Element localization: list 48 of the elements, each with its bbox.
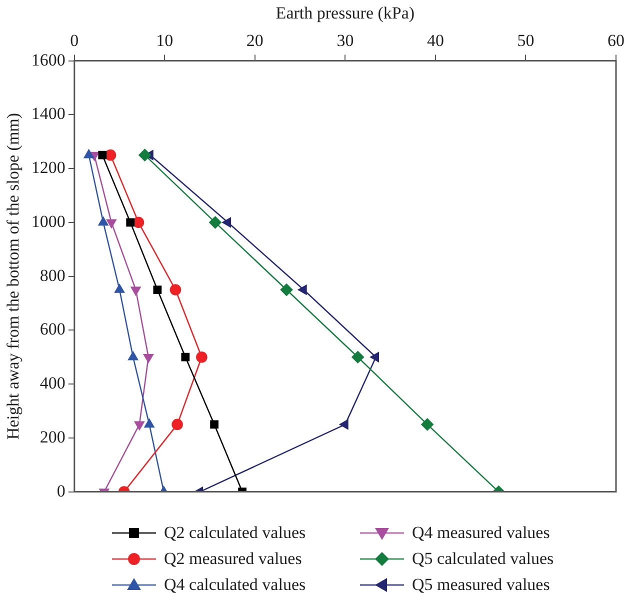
point <box>114 284 125 293</box>
point <box>143 354 154 363</box>
point <box>421 418 434 431</box>
point <box>210 420 218 429</box>
point <box>153 286 162 294</box>
point <box>138 148 151 162</box>
legend-label: Q2 measured values <box>164 549 302 569</box>
x-tick-label: 0 <box>70 31 79 50</box>
legend-label: Q5 calculated values <box>412 549 554 569</box>
x-tick-label: 20 <box>246 31 264 50</box>
point <box>98 150 107 160</box>
x-tick-label: 40 <box>426 31 444 50</box>
point <box>128 351 138 360</box>
point <box>280 284 293 296</box>
y-tick-label: 400 <box>40 374 66 393</box>
point <box>298 284 307 295</box>
y-tick-label: 800 <box>40 266 66 285</box>
point <box>170 284 182 296</box>
point <box>181 352 190 362</box>
y-tick-label: 200 <box>40 427 66 446</box>
legend-label: Q4 measured values <box>412 523 550 543</box>
x-tick-label: 10 <box>156 31 174 50</box>
point <box>370 352 380 362</box>
point <box>144 418 154 428</box>
point <box>209 216 222 229</box>
point <box>352 350 364 364</box>
y-tick-label: 1200 <box>31 158 66 178</box>
point <box>340 419 348 430</box>
y-tick-label: 1600 <box>31 50 66 70</box>
point <box>130 286 141 296</box>
x-tick-label: 50 <box>517 31 534 50</box>
y-tick-label: 1000 <box>31 212 66 231</box>
y-axis-title: Height away from the bottom of the slope (mm) <box>4 112 23 440</box>
point <box>98 216 108 226</box>
x-tick-label: 60 <box>608 31 624 50</box>
legend-label: Q5 measured values <box>412 575 550 595</box>
point <box>222 217 232 228</box>
x-axis-title: Earth pressure (kPa) <box>276 4 415 23</box>
point <box>126 218 135 227</box>
legend-label: Q4 calculated values <box>164 575 306 595</box>
point <box>196 351 208 363</box>
point <box>106 219 116 228</box>
y-tick-label: 1400 <box>31 104 66 124</box>
legend-label: Q2 calculated values <box>164 523 306 543</box>
y-tick-label: 0 <box>56 481 66 500</box>
point <box>172 418 183 430</box>
x-tick-label: 30 <box>336 31 354 50</box>
y-tick-label: 600 <box>40 320 66 339</box>
